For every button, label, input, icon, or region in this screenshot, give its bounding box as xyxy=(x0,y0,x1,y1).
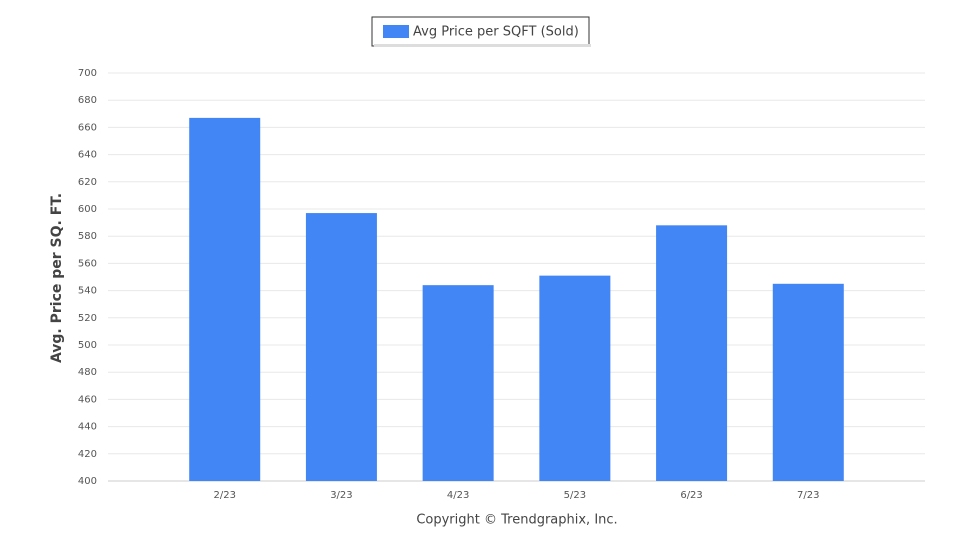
y-tick-label: 620 xyxy=(78,177,97,188)
y-tick-label: 420 xyxy=(78,449,97,460)
y-tick-label: 520 xyxy=(78,313,97,324)
y-tick-label: 500 xyxy=(78,340,97,351)
y-axis-title: Avg. Price per SQ. FT. xyxy=(49,193,65,363)
bar xyxy=(772,283,844,481)
y-tick-label: 460 xyxy=(78,394,97,405)
x-tick-label: 6/23 xyxy=(680,490,702,501)
x-tick-label: 4/23 xyxy=(447,490,469,501)
x-tick-label: 3/23 xyxy=(330,490,352,501)
y-tick-label: 660 xyxy=(78,122,97,133)
bar xyxy=(422,285,494,481)
y-tick-label: 600 xyxy=(78,204,97,215)
bar xyxy=(189,117,261,481)
x-tick-label: 5/23 xyxy=(564,490,586,501)
bar xyxy=(656,225,728,481)
y-tick-label: 700 xyxy=(78,68,97,79)
x-tick-label: 2/23 xyxy=(213,490,235,501)
y-tick-label: 640 xyxy=(78,150,97,161)
y-tick-label: 680 xyxy=(78,95,97,106)
y-tick-label: 400 xyxy=(78,476,97,487)
y-tick-label: 560 xyxy=(78,258,97,269)
credit: Copyright © Trendgraphix, Inc. xyxy=(416,513,617,528)
y-tick-label: 580 xyxy=(78,231,97,242)
legend-swatch xyxy=(383,25,409,38)
y-tick-label: 440 xyxy=(78,422,97,433)
y-tick-label: 480 xyxy=(78,367,97,378)
legend-shadow xyxy=(374,44,591,47)
bar xyxy=(305,213,377,481)
bar xyxy=(539,275,611,481)
y-tick-label: 540 xyxy=(78,286,97,297)
x-tick-label: 7/23 xyxy=(797,490,819,501)
legend-label: Avg Price per SQFT (Sold) xyxy=(413,25,579,40)
